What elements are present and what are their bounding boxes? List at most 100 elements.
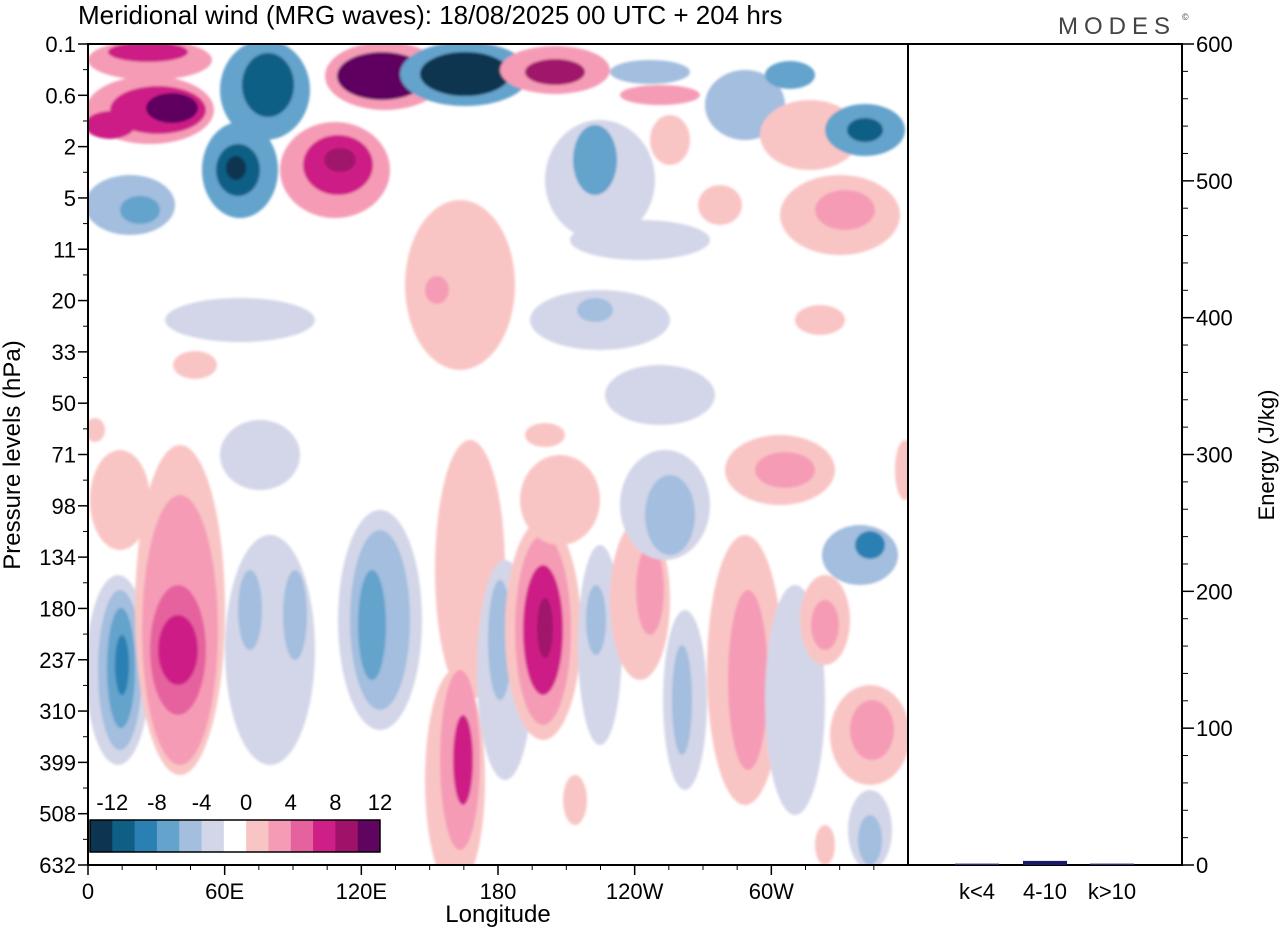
colorbar-tick-label: 0 [240, 790, 252, 815]
y-tick-label: 98 [52, 494, 76, 519]
colorbar: -12 -8 -4 0 4 8 12 [89, 790, 392, 853]
contour-blob [537, 598, 553, 658]
energy-tick-label: 500 [1196, 169, 1233, 194]
x-axis: 0 60E 120E 180 120W 60W [82, 865, 875, 904]
contour-blob [811, 600, 839, 650]
colorbar-swatch [179, 820, 203, 852]
colorbar-swatch [313, 820, 336, 852]
colorbar-swatch [134, 820, 158, 852]
contour-blob [520, 455, 600, 545]
contour-blob [405, 200, 515, 370]
x-tick-label: 60W [749, 879, 794, 904]
y-tick-label: 5 [64, 186, 76, 211]
contour-blob [165, 298, 315, 342]
colorbar-swatch [357, 820, 381, 852]
contour-blob [563, 775, 587, 825]
colorbar-swatch [112, 820, 136, 852]
contour-blob [645, 475, 695, 555]
contour-blob [242, 53, 294, 117]
contour-blob [525, 59, 585, 85]
energy-category-label: k>10 [1088, 879, 1136, 904]
y-tick-label: 237 [39, 648, 76, 673]
energy-tick-label: 0 [1196, 853, 1208, 878]
energy-tick-label: 100 [1196, 716, 1233, 741]
contour-blob [610, 60, 690, 84]
colorbar-swatch [90, 820, 113, 852]
contour-blob [283, 570, 307, 660]
contour-blob [146, 93, 198, 123]
heatmap-plot-area [87, 43, 909, 866]
y-tick-label: 508 [39, 802, 76, 827]
contour-blob [620, 85, 700, 105]
contour-blob [120, 196, 160, 224]
colorbar-swatch [290, 820, 314, 852]
contour-blob [895, 440, 908, 500]
y-tick-label: 20 [52, 289, 76, 314]
energy-bar-k-10 [1090, 863, 1134, 865]
contour-blob [525, 423, 565, 447]
energy-category-label: k<4 [959, 879, 995, 904]
colorbar-swatch [223, 820, 247, 852]
y-tick-label: 2 [64, 135, 76, 160]
contour-blob [158, 615, 198, 685]
contour-blob [795, 305, 845, 335]
contour-blob [115, 635, 129, 695]
x-tick-label: 60E [205, 879, 244, 904]
y-tick-label: 0.1 [45, 32, 76, 57]
contour-blob [238, 570, 262, 650]
contour-blob [226, 156, 246, 180]
energy-category-label: 4-10 [1023, 879, 1067, 904]
modes-logo-mark: © [1182, 12, 1195, 22]
contour-blob [88, 111, 135, 139]
energy-tick-label: 300 [1196, 443, 1233, 468]
contour-blob [755, 452, 815, 488]
energy-bars: k<4 4-10 k>10 [955, 860, 1136, 904]
contour-blob [847, 118, 883, 142]
lower-wave-pattern [88, 418, 908, 865]
colorbar-swatch [201, 820, 225, 852]
y-tick-label: 0.6 [45, 83, 76, 108]
contour-blob [605, 365, 715, 425]
x-axis-title: Longitude [445, 901, 550, 928]
y-tick-label: 11 [53, 237, 76, 262]
contour-blob [453, 715, 473, 805]
contour-blob [650, 115, 690, 165]
y-tick-label: 180 [39, 596, 76, 621]
colorbar-tick-label: -12 [96, 790, 128, 815]
contour-blob [636, 545, 664, 635]
x-tick-label: 0 [82, 879, 94, 904]
colorbar-tick-label: -4 [192, 790, 212, 815]
contour-blob [88, 418, 105, 442]
colorbar-tick-label: -8 [147, 790, 167, 815]
contour-blob [573, 125, 617, 195]
colorbar-frame [89, 819, 381, 853]
energy-axis: 0 100 200 300 400 500 600 [1182, 32, 1233, 878]
contour-blob [765, 61, 815, 89]
colorbar-swatch [335, 820, 359, 852]
contour-blob [220, 420, 300, 490]
modes-logo: MODES [1058, 13, 1176, 40]
contour-blob [425, 276, 449, 304]
contour-blob [90, 450, 150, 550]
contour-blob [855, 531, 885, 559]
contour-blob [850, 700, 894, 760]
y-tick-label: 50 [52, 391, 76, 416]
colorbar-tick-label: 12 [368, 790, 392, 815]
contour-blob [586, 585, 606, 655]
y-tick-label: 310 [39, 699, 76, 724]
energy-tick-label: 400 [1196, 306, 1233, 331]
energy-axis-title: Energy (J/kg) [1254, 390, 1279, 521]
energy-bar-4-10 [1023, 860, 1067, 865]
colorbar-swatch [246, 820, 269, 852]
y-tick-label: 399 [39, 750, 76, 775]
colorbar-swatch [268, 820, 292, 852]
x-tick-label: 120W [606, 879, 664, 904]
contour-blob [420, 52, 510, 96]
contour-blob [815, 190, 875, 230]
chart-title: Meridional wind (MRG waves): 18/08/2025 … [78, 0, 783, 30]
y-tick-label: 632 [39, 853, 76, 878]
contour-blob [358, 570, 386, 680]
colorbar-swatch [156, 820, 180, 852]
energy-tick-label: 200 [1196, 579, 1233, 604]
